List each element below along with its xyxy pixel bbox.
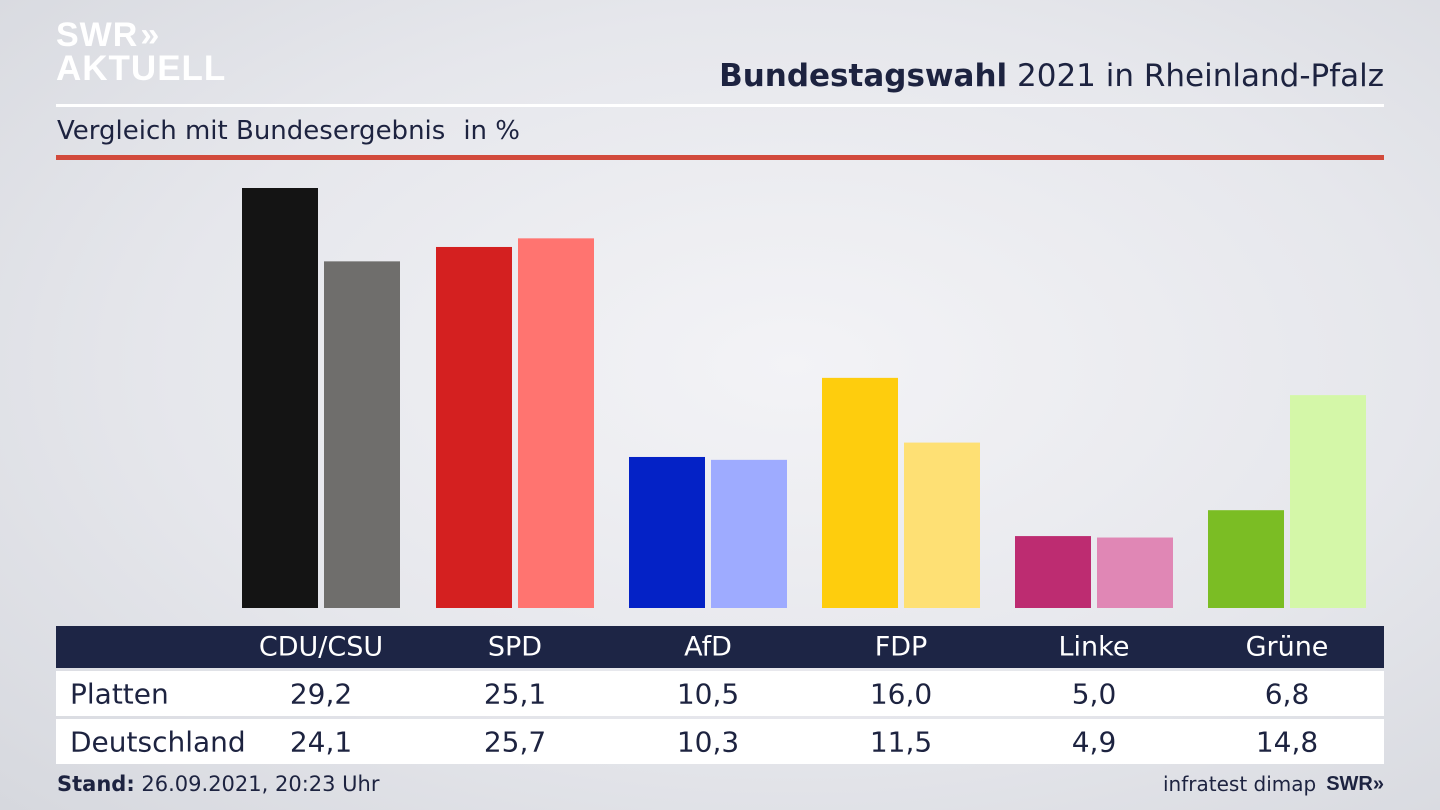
bar-linke-deutschland [1097,537,1173,608]
party-header: Grüne [1245,631,1329,663]
logo-swr-text: SWR [56,16,139,54]
bar-linke-platten [1015,536,1091,608]
bar-spd-deutschland [518,238,594,608]
stand-value: 26.09.2021, 20:23 Uhr [134,772,380,796]
chart-subtitle: Vergleich mit Bundesergebnis in % [57,116,520,146]
page-title: Bundestagswahl 2021 in Rheinland-Pfalz [719,58,1384,94]
stand-label: Stand: [57,772,135,796]
row-label-deutschland: Deutschland [70,725,246,758]
bar-gr-ne-deutschland [1290,395,1366,608]
header-divider [56,104,1384,107]
bar-gr-ne-platten [1208,510,1284,608]
value-cell: 25,1 [483,677,547,710]
source-name: infratest dimap [1163,772,1317,796]
party-header: FDP [874,631,928,663]
bar-afd-deutschland [711,459,787,608]
bar-fdp-platten [822,377,898,608]
value-cell: 24,1 [289,725,353,758]
value-cell: 10,5 [676,677,740,710]
value-cell: 6,8 [1264,677,1310,710]
value-cell: 16,0 [869,677,933,710]
title-rest: 2021 in Rheinland-Pfalz [1007,58,1384,94]
value-cell: 11,5 [869,725,933,758]
bar-cdu-csu-deutschland [324,261,400,608]
party-header: AfD [684,631,732,663]
value-cell: 14,8 [1255,725,1319,758]
value-cell: 4,9 [1071,725,1117,758]
logo-aktuell-text: AKTUELL [56,49,227,88]
subtitle-text: Vergleich mit Bundesergebnis [57,116,446,146]
logo-arrows-icon: » [140,16,161,54]
value-cell: 25,7 [483,725,547,758]
timestamp: Stand: 26.09.2021, 20:23 Uhr [57,772,380,796]
party-header: Linke [1058,631,1130,663]
table-row-deutschland: Deutschland 24,1 25,7 10,3 11,5 4,9 14,8 [56,719,1384,764]
source-credit: infratest dimap SWR» [1163,772,1384,796]
bar-spd-platten [436,246,512,608]
bar-cdu-csu-platten [242,188,318,608]
party-header: CDU/CSU [258,631,384,663]
value-cell: 10,3 [676,725,740,758]
table-header-row: CDU/CSU SPD AfD FDP Linke Grüne [56,626,1384,668]
row-label-platten: Platten [70,677,169,710]
bar-fdp-deutschland [904,442,980,608]
value-cell: 29,2 [289,677,353,710]
swr-footer-logo: SWR» [1326,772,1384,795]
subtitle-divider [56,155,1384,160]
unit-label: in % [463,116,520,146]
table-row-platten: Platten 29,2 25,1 10,5 16,0 5,0 6,8 [56,671,1384,716]
party-header: SPD [487,631,543,663]
bar-afd-platten [629,456,705,608]
title-bold: Bundestagswahl [719,58,1008,94]
value-cell: 5,0 [1071,677,1117,710]
swr-aktuell-logo: SWR» AKTUELL [56,18,226,86]
bar-chart [242,188,1366,608]
results-table: CDU/CSU SPD AfD FDP Linke Grüne Platten 29,2 2… [56,626,1384,764]
